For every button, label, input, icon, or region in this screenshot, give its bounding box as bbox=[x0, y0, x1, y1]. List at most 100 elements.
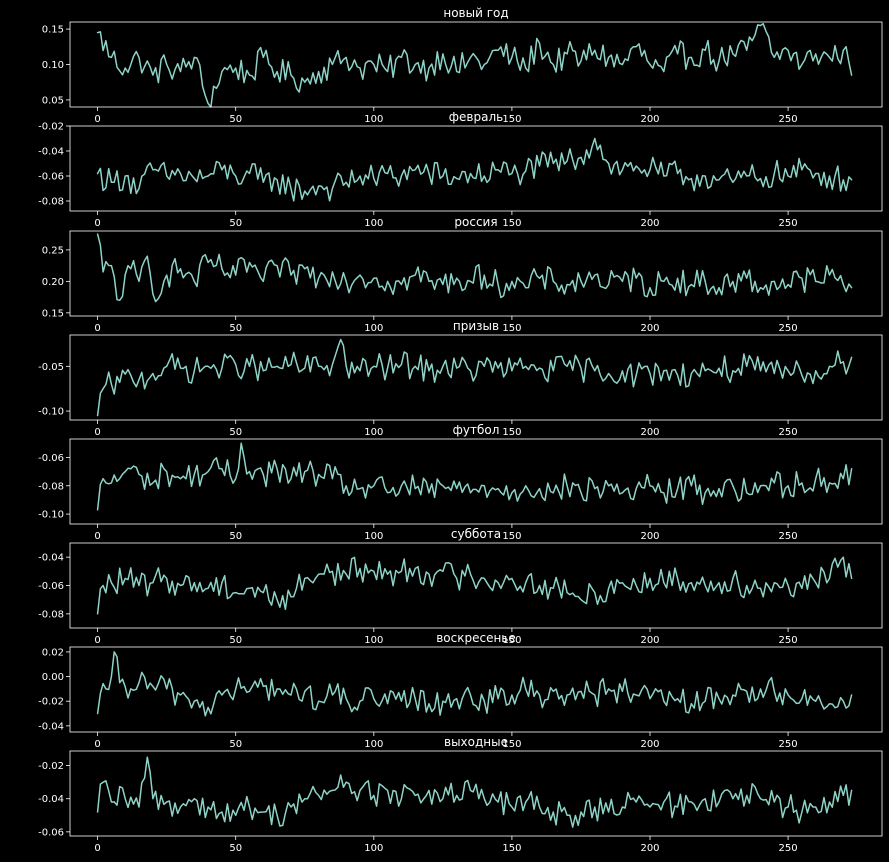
x-tick-label: 100 bbox=[364, 323, 383, 334]
subplot-title: призыв bbox=[453, 319, 499, 333]
x-tick-label: 100 bbox=[364, 635, 383, 646]
x-tick-label: 150 bbox=[502, 843, 521, 854]
subplot-title: выходные bbox=[444, 735, 508, 749]
x-tick-label: 200 bbox=[640, 739, 659, 750]
x-tick-label: 200 bbox=[640, 531, 659, 542]
x-tick-label: 50 bbox=[229, 843, 242, 854]
x-tick-label: 250 bbox=[779, 323, 798, 334]
axes-frame bbox=[69, 125, 883, 212]
x-tick-label: 250 bbox=[779, 427, 798, 438]
x-tick-label: 50 bbox=[229, 427, 242, 438]
y-tick-label: 0.02 bbox=[42, 647, 64, 658]
subplot-title: россия bbox=[454, 215, 497, 229]
x-tick-label: 250 bbox=[779, 843, 798, 854]
axes-frame bbox=[69, 542, 883, 629]
axes-frame bbox=[69, 646, 883, 733]
y-tick-label: -0.02 bbox=[38, 697, 64, 708]
x-tick-label: 150 bbox=[502, 531, 521, 542]
series-line bbox=[96, 442, 853, 511]
x-tick-label: 0 bbox=[94, 635, 100, 646]
x-tick-label: 100 bbox=[364, 114, 383, 125]
series-line bbox=[96, 137, 853, 202]
x-tick-label: 200 bbox=[640, 843, 659, 854]
x-tick-label: 50 bbox=[229, 114, 242, 125]
x-tick-label: 250 bbox=[779, 531, 798, 542]
y-tick-label: 0.15 bbox=[42, 25, 64, 36]
x-tick-label: 0 bbox=[94, 531, 100, 542]
x-tick-label: 0 bbox=[94, 218, 100, 229]
y-tick-label: -0.06 bbox=[38, 827, 64, 838]
y-tick-label: -0.06 bbox=[38, 172, 64, 183]
subplot-4: 0 50 100 150 200 250 -0.10 -0.05 призыв bbox=[38, 319, 883, 438]
x-tick-label: 150 bbox=[502, 114, 521, 125]
subplot-6: 0 50 100 150 200 250 -0.08 -0.06 -0.04 суббота bbox=[38, 527, 883, 646]
axes-frame bbox=[69, 438, 883, 525]
axes-frame bbox=[69, 230, 883, 317]
series-line bbox=[96, 233, 853, 303]
series-line bbox=[96, 756, 853, 828]
y-tick-label: -0.08 bbox=[38, 609, 64, 620]
x-tick-label: 50 bbox=[229, 531, 242, 542]
x-tick-label: 150 bbox=[502, 635, 521, 646]
x-tick-label: 0 bbox=[94, 739, 100, 750]
x-tick-label: 200 bbox=[640, 323, 659, 334]
y-tick-label: -0.08 bbox=[38, 481, 64, 492]
series-line bbox=[96, 338, 853, 417]
y-tick-label: 0.20 bbox=[42, 277, 64, 288]
y-tick-label: -0.10 bbox=[38, 510, 64, 521]
series-line bbox=[96, 22, 853, 108]
series-line bbox=[96, 556, 853, 615]
subplot-title: суббота bbox=[451, 527, 501, 541]
y-tick-label: -0.04 bbox=[38, 794, 64, 805]
y-tick-label: -0.06 bbox=[38, 581, 64, 592]
x-tick-label: 150 bbox=[502, 323, 521, 334]
x-tick-label: 250 bbox=[779, 635, 798, 646]
y-tick-label: 0.00 bbox=[42, 672, 64, 683]
y-tick-label: -0.04 bbox=[38, 553, 64, 564]
x-tick-label: 50 bbox=[229, 635, 242, 646]
x-tick-label: 150 bbox=[502, 427, 521, 438]
y-tick-label: -0.10 bbox=[38, 407, 64, 418]
subplot-title: новый год bbox=[443, 6, 508, 20]
x-tick-label: 100 bbox=[364, 427, 383, 438]
x-tick-label: 50 bbox=[229, 739, 242, 750]
x-tick-label: 250 bbox=[779, 114, 798, 125]
x-tick-label: 200 bbox=[640, 427, 659, 438]
subplot-8: 0 50 100 150 200 250 -0.06 -0.04 -0.02 выходные bbox=[38, 735, 883, 854]
subplot-3: 0 50 100 150 200 250 0.15 0.20 0.25 россия bbox=[42, 215, 883, 334]
y-tick-label: -0.04 bbox=[38, 147, 64, 158]
subplot-5: 0 50 100 150 200 250 -0.10 -0.08 -0.06 футбол bbox=[38, 423, 883, 542]
y-tick-label: -0.04 bbox=[38, 721, 64, 732]
y-tick-label: 0.10 bbox=[42, 60, 64, 71]
y-tick-label: 0.15 bbox=[42, 308, 64, 319]
x-tick-label: 50 bbox=[229, 323, 242, 334]
y-tick-label: -0.02 bbox=[38, 122, 64, 133]
x-tick-label: 100 bbox=[364, 739, 383, 750]
x-tick-label: 250 bbox=[779, 218, 798, 229]
y-tick-label: -0.08 bbox=[38, 197, 64, 208]
x-tick-label: 100 bbox=[364, 843, 383, 854]
series-line bbox=[96, 651, 853, 717]
axes-frame bbox=[69, 334, 883, 421]
x-tick-label: 0 bbox=[94, 114, 100, 125]
x-tick-label: 200 bbox=[640, 635, 659, 646]
y-tick-label: -0.02 bbox=[38, 761, 64, 772]
y-tick-label: 0.25 bbox=[42, 245, 64, 256]
x-tick-label: 50 bbox=[229, 218, 242, 229]
y-tick-label: -0.06 bbox=[38, 453, 64, 464]
subplot-title: футбол bbox=[453, 423, 500, 437]
x-tick-label: 200 bbox=[640, 114, 659, 125]
subplot-2: 0 50 100 150 200 250 -0.08 -0.06 -0.04 -0.02 февра… bbox=[38, 110, 883, 229]
subplot-1: 0 50 100 150 200 250 0.05 0.10 0.15 новый год bbox=[42, 6, 883, 125]
x-tick-label: 200 bbox=[640, 218, 659, 229]
x-tick-label: 150 bbox=[502, 218, 521, 229]
y-tick-label: -0.05 bbox=[38, 362, 64, 373]
x-tick-label: 100 bbox=[364, 531, 383, 542]
x-tick-label: 150 bbox=[502, 739, 521, 750]
subplot-7: 0 50 100 150 200 250 -0.04 -0.02 0.00 0.02 воскрес… bbox=[38, 631, 883, 750]
x-tick-label: 0 bbox=[94, 843, 100, 854]
axes-frame bbox=[69, 750, 883, 837]
x-tick-label: 250 bbox=[779, 739, 798, 750]
x-tick-label: 0 bbox=[94, 323, 100, 334]
